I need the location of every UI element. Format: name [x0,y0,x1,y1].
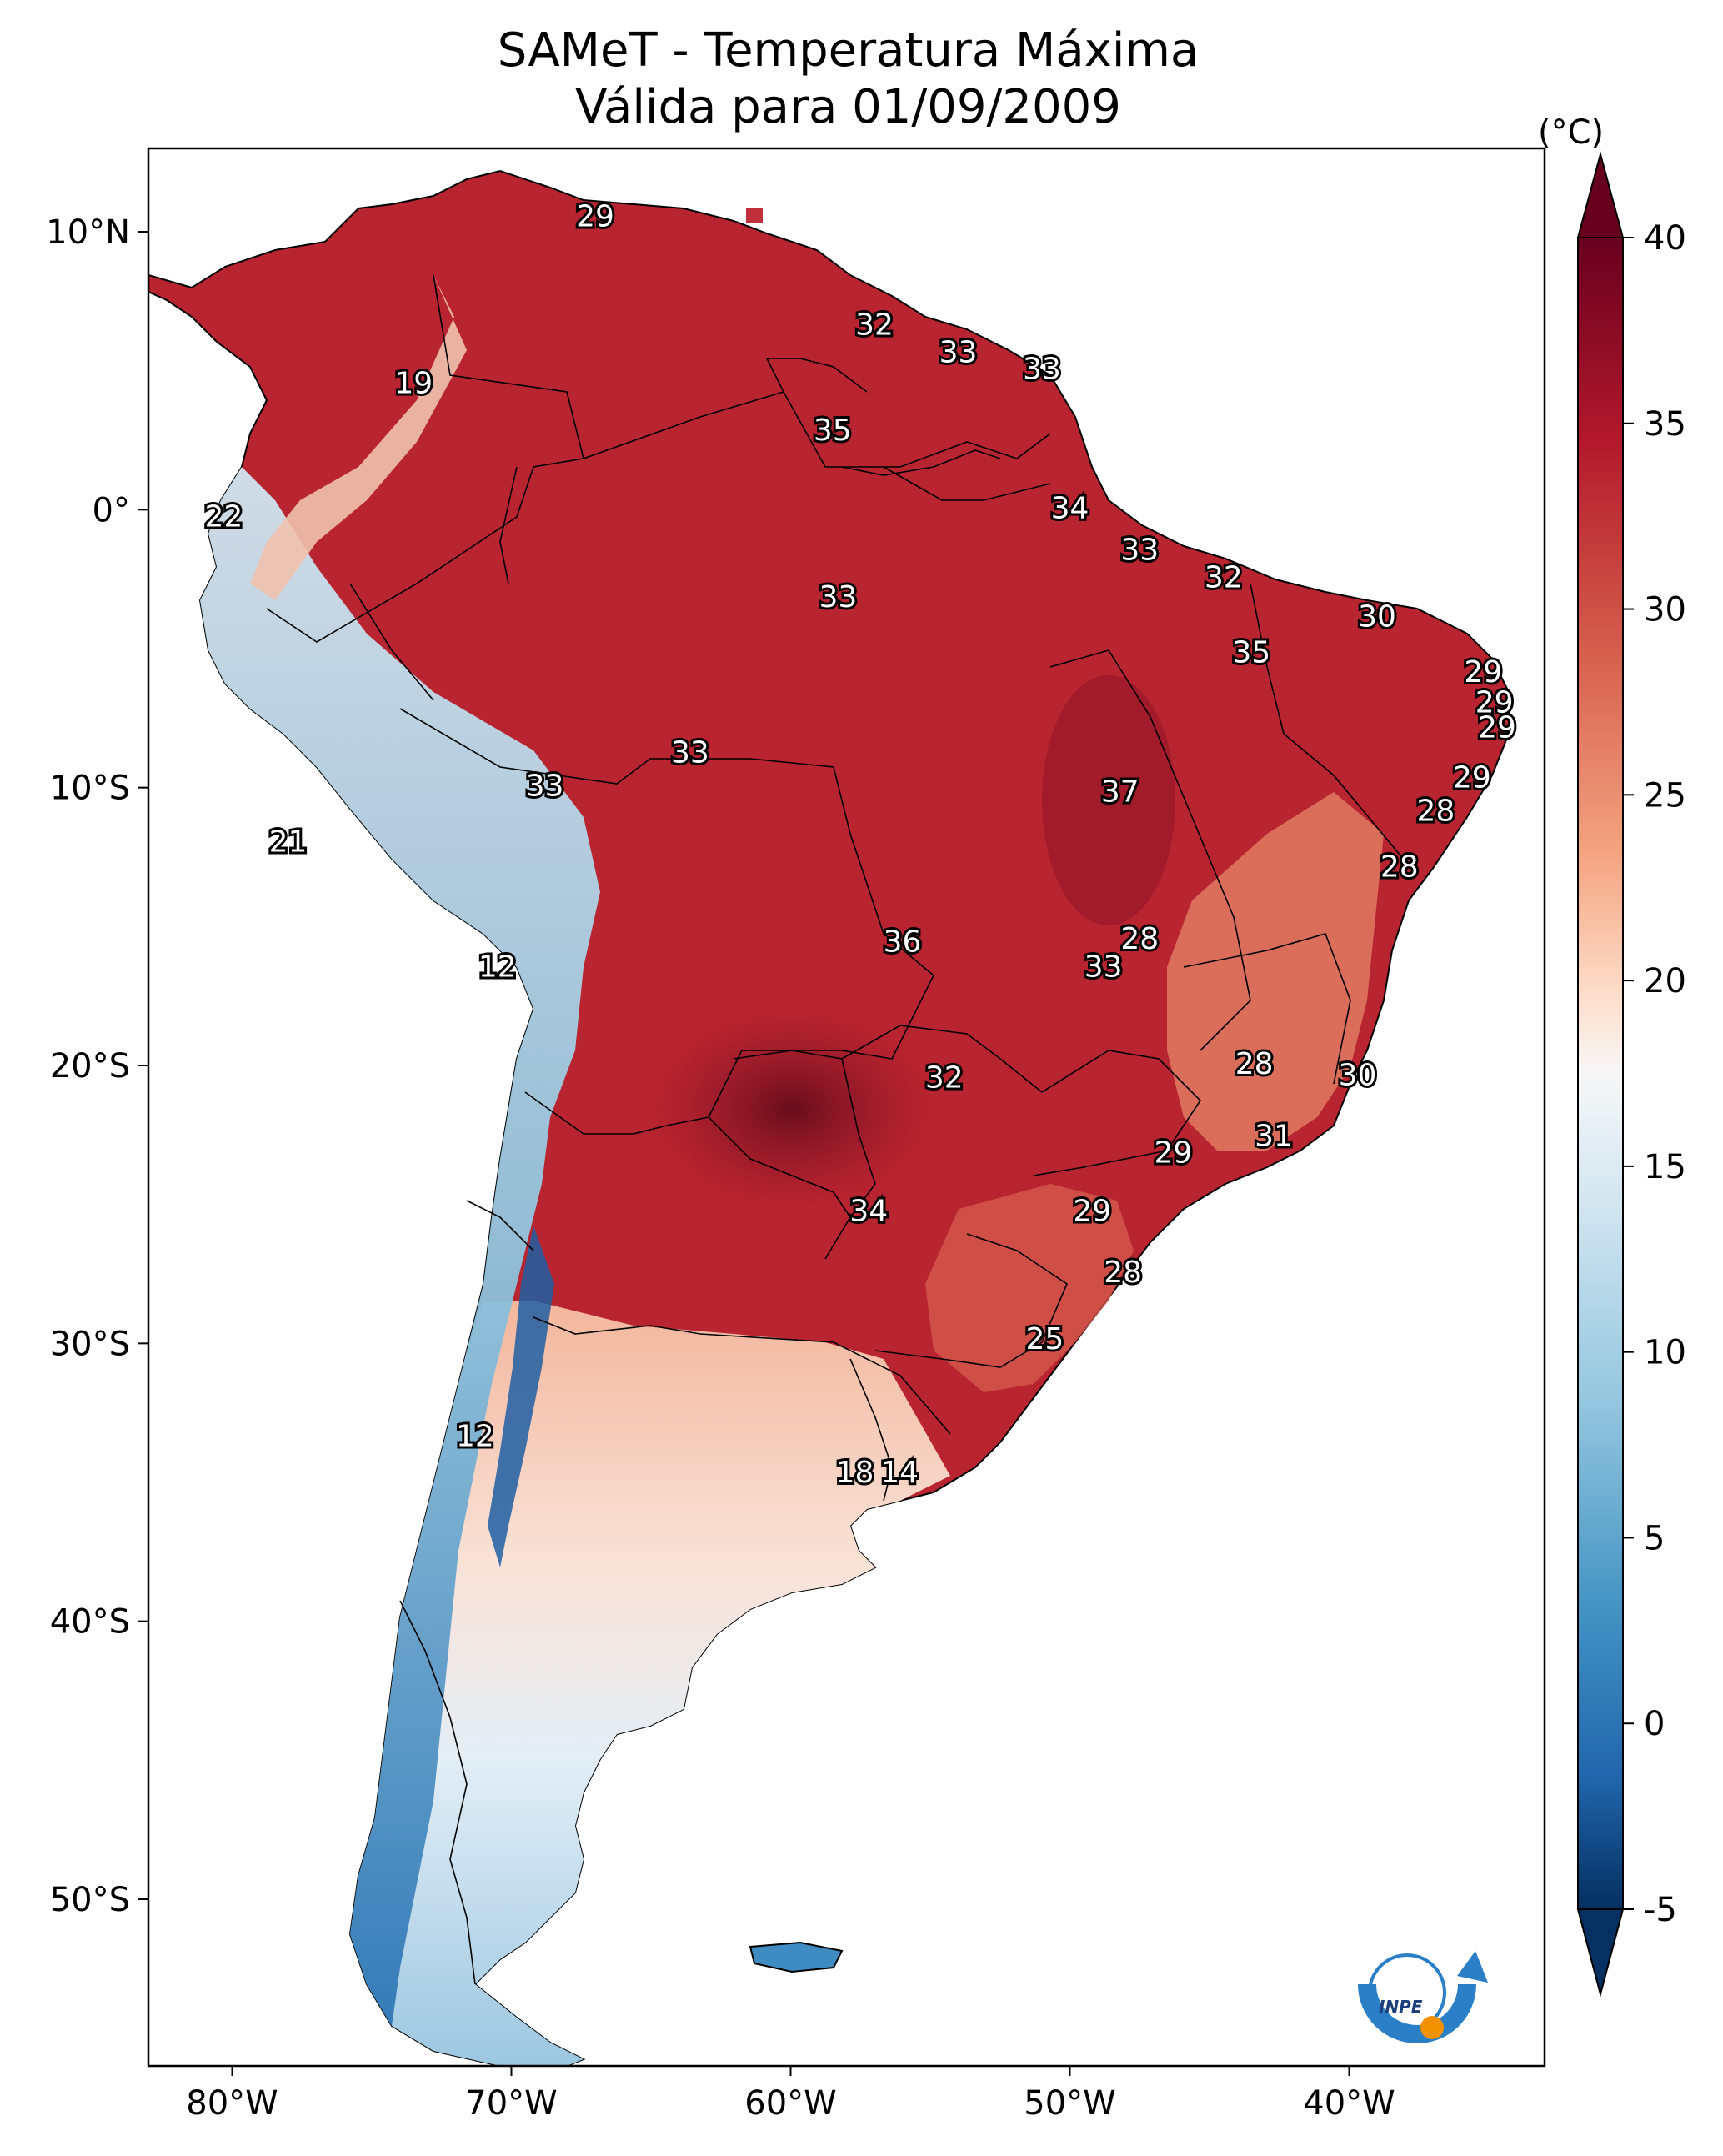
temperature-label: 28 [1235,1047,1274,1081]
colorbar-tick-label: 40 [1644,219,1686,258]
colorbar-tick-label: 0 [1644,1705,1665,1743]
lat-tick-label: 0° [93,491,130,529]
temperature-label: 28 [1120,922,1159,956]
logo-dot [1420,2016,1444,2039]
lat-tick-label: 20°S [50,1047,130,1086]
temperature-label: 33 [939,336,978,370]
colorbar: (°C) 40 35 30 25 20 15 10 5 0 -5 [1538,113,1686,1998]
temperature-label: 32 [855,308,894,342]
lon-tick-label: 80°W [186,2084,278,2123]
temperature-label: 33 [1084,950,1123,984]
temperature-label: 37 [1101,775,1139,809]
inpe-logo: INPE [1358,1951,1488,2043]
colorbar-tick-label: 15 [1644,1148,1686,1186]
lon-tick-label: 40°W [1303,2084,1395,2123]
temperature-label: 30 [1358,599,1396,634]
temperature-label: 33 [526,770,564,804]
colorbar-tick-label: 5 [1644,1519,1665,1557]
colorbar-tick-label: 10 [1644,1334,1686,1372]
temperature-label: 18 [836,1456,874,1490]
temperature-label: 34 [849,1195,888,1229]
colorbar-tick-label: -5 [1644,1891,1677,1929]
temperature-field [148,169,1510,2066]
temperature-label: 25 [1025,1322,1064,1356]
temperature-label: 14 [880,1456,919,1490]
colorbar-body [1577,237,1624,1910]
temperature-label: 28 [1380,850,1419,884]
temperature-label: 32 [925,1061,964,1096]
colorbar-tick-label: 25 [1644,776,1686,815]
temperature-label: 28 [1104,1256,1142,1290]
temperature-label: 34 [1051,491,1089,525]
lon-tick-label: 50°W [1024,2084,1115,2123]
lat-tick-label: 50°S [50,1881,130,1919]
lon-tick-label: 70°W [465,2084,557,2123]
colorbar-tick-label: 35 [1644,405,1686,444]
temperature-label: 33 [1120,533,1159,567]
map-frame [147,147,1546,2068]
temperature-label: 30 [1339,1058,1377,1092]
temperature-label: 36 [884,925,922,959]
temperature-label: 12 [478,950,517,984]
colorbar-min-extension [1576,1908,1625,1998]
temperature-label: 21 [269,825,308,859]
lat-tick-label: 40°S [50,1603,130,1642]
temperature-label: 33 [671,736,709,770]
latitude-ticks: 10°N 0° 10°S 20°S 30°S 40°S 50°S [46,213,148,1919]
lat-tick-label: 10°N [46,213,130,252]
temperature-label: 33 [1023,353,1061,387]
temperature-label: 29 [1478,711,1516,745]
lon-tick-label: 60°W [744,2084,836,2123]
temperature-label: 22 [205,499,243,534]
map-subtitle: Válida para 01/09/2009 [575,80,1121,134]
colorbar-max-extension [1576,151,1625,238]
temperature-label: 29 [1155,1136,1193,1171]
temperature-label: 29 [1453,761,1491,795]
logo-arrow [1457,1951,1488,1983]
temperature-label: 31 [1255,1120,1293,1154]
temperature-label: 28 [1416,795,1455,829]
temperature-label: 33 [819,580,858,614]
colorbar-unit: (°C) [1538,113,1604,152]
colorbar-tick-label: 30 [1644,591,1686,629]
lat-tick-label: 10°S [50,770,130,808]
temperature-label: 29 [1475,686,1514,720]
colorbar-tick-label: 20 [1644,962,1686,1000]
temperature-label: 35 [814,414,852,448]
temperature-label: 19 [394,366,433,400]
country-borders [266,274,1418,1985]
temperature-label: 29 [1073,1195,1111,1229]
temperature-label: 29 [576,199,614,233]
map-title: SAMeT - Temperatura Máxima [497,23,1200,78]
logo-text: INPE [1379,1997,1423,2017]
lat-tick-label: 30°S [50,1325,130,1363]
temperature-label: 35 [1232,636,1270,670]
longitude-ticks: 80°W 70°W 60°W 50°W 40°W [186,2066,1395,2123]
andes-cold-strip [200,467,600,2026]
temperature-label: 32 [1205,561,1243,595]
temperature-label: 12 [456,1420,494,1454]
temperature-label: 29 [1464,655,1502,689]
